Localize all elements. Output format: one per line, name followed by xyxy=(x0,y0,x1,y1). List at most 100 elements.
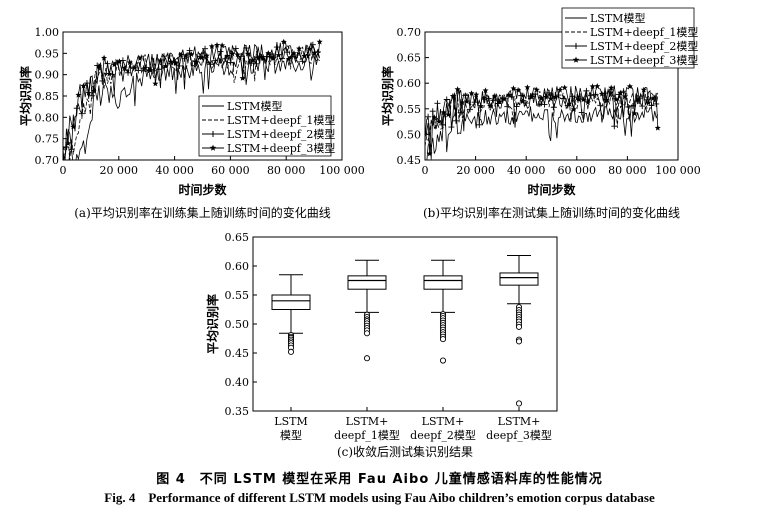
x-axis-label-b: 时间步数 xyxy=(527,182,576,197)
series-marker-b-3-84 xyxy=(552,93,559,100)
series-marker-b-3-39 xyxy=(482,87,489,94)
series-marker-b-2-77 xyxy=(541,101,548,108)
y-axis-label-a: 平均识别率 xyxy=(18,66,33,126)
series-marker-b-3-45 xyxy=(491,93,498,99)
series-marker-b-3-78 xyxy=(543,93,550,100)
legend-a: LSTM模型LSTM+deepf_1模型LSTM+deepf_2模型LSTM+d… xyxy=(198,95,335,157)
outlier-2-11 xyxy=(439,336,447,343)
series-marker-a-2-74 xyxy=(186,47,193,54)
series-marker-b-3-129 xyxy=(622,93,629,100)
series-marker-a-2-8 xyxy=(73,105,80,112)
series-marker-b-2-8 xyxy=(434,100,441,107)
series-marker-a-2-5 xyxy=(68,146,75,153)
series-marker-a-3-87 xyxy=(208,43,215,49)
series-marker-b-2-59 xyxy=(513,103,520,110)
series-marker-b-3-93 xyxy=(566,100,573,107)
series-marker-b-3-120 xyxy=(608,84,615,91)
series-marker-b-2-122 xyxy=(611,123,618,130)
y-tick-label-c-3: 0.50 xyxy=(225,318,250,331)
series-marker-b-2-23 xyxy=(457,109,464,116)
panel-b-test-curves: 0.45 0.50 0.55 0.60 0.65 0.70 0 20 000 40 000 60 … xyxy=(380,7,701,220)
series-marker-b-3-75 xyxy=(538,95,545,101)
series-marker-b-3-9 xyxy=(435,118,442,125)
series-marker-a-2-89 xyxy=(212,57,219,64)
y-tick-label-c-0: 0.35 xyxy=(225,405,250,418)
x-tick-label-c-1-line2: deepf_1模型 xyxy=(334,428,400,442)
series-marker-a-2-113 xyxy=(253,60,260,67)
series-marker-b-3-81 xyxy=(547,95,554,102)
x-tick-label-b-2: 40 000 xyxy=(507,164,546,177)
figure-caption-en-label: Fig. 4 xyxy=(104,490,136,505)
y-tick-label-b-3: 0.60 xyxy=(397,77,422,90)
series-marker-b-3-21 xyxy=(454,86,461,92)
series-line-b-0 xyxy=(426,105,659,160)
figure-caption-cn: 图 4 不同 LSTM 模型在采用 Fau Aibo 儿童情感语料库的性能情况 xyxy=(156,472,603,487)
y-tick-label-a-6: 1.00 xyxy=(35,26,60,39)
x-tick-label-c-0-line2: 模型 xyxy=(280,428,302,442)
x-tick-label-a-5: 100 000 xyxy=(319,164,365,177)
series-marker-a-2-95 xyxy=(222,55,229,62)
plot-area-b xyxy=(425,83,661,160)
series-marker-a-3-114 xyxy=(255,54,262,61)
y-tick-label-a-3: 0.85 xyxy=(35,90,60,103)
series-marker-a-2-92 xyxy=(217,48,224,55)
series-marker-a-3-147 xyxy=(311,49,318,56)
series-marker-a-2-56 xyxy=(155,66,162,73)
series-marker-a-3-24 xyxy=(101,54,108,61)
x-tick-label-a-4: 80 000 xyxy=(267,164,306,177)
series-marker-a-3-129 xyxy=(280,38,287,45)
series-marker-b-3-66 xyxy=(524,84,531,90)
series-marker-a-3-0 xyxy=(63,144,66,151)
series-marker-b-3-12 xyxy=(440,109,447,116)
y-tick-label-a-0: 0.70 xyxy=(35,154,60,167)
series-marker-b-3-54 xyxy=(505,91,512,98)
panel-caption-b: (b)平均识别率在测试集上随训练时间的变化曲线 xyxy=(423,205,680,220)
y-tick-label-b-5: 0.70 xyxy=(397,26,422,39)
panel-caption-c: (c)收敛后测试集识别结果 xyxy=(337,444,473,459)
legend-marker-a-3 xyxy=(209,144,217,151)
series-marker-b-3-69 xyxy=(529,93,536,100)
series-marker-b-3-150 xyxy=(654,124,661,131)
panel-c-boxplot: 0.35 0.40 0.45 0.50 0.55 0.60 0.65 平均识别率 LSTM模型 L… xyxy=(205,231,558,459)
series-marker-a-3-54 xyxy=(152,80,159,87)
box-iqr-3 xyxy=(499,272,539,286)
series-marker-a-3-66 xyxy=(172,60,179,66)
y-tick-label-b-2: 0.55 xyxy=(397,103,422,116)
legend-label-b-2: LSTM+deepf_2模型 xyxy=(590,39,698,53)
series-marker-b-3-0 xyxy=(425,130,428,137)
series-marker-b-2-53 xyxy=(504,103,511,110)
series-marker-b-2-14 xyxy=(443,96,450,103)
legend-label-a-1: LSTM+deepf_1模型 xyxy=(227,113,335,127)
series-marker-b-3-57 xyxy=(510,85,517,92)
x-tick-label-a-0: 0 xyxy=(60,164,67,177)
x-tick-label-b-4: 80 000 xyxy=(608,164,647,177)
series-marker-a-3-30 xyxy=(111,61,118,68)
series-marker-b-2-113 xyxy=(597,102,604,109)
series-marker-a-3-21 xyxy=(95,63,102,69)
series-marker-b-3-48 xyxy=(496,98,503,105)
series-marker-b-2-35 xyxy=(476,121,483,128)
y-tick-label-a-4: 0.90 xyxy=(35,69,60,82)
legend-marker-a-2 xyxy=(210,131,216,137)
series-marker-a-2-119 xyxy=(263,53,270,60)
series-marker-b-3-135 xyxy=(631,110,638,116)
x-tick-label-b-0: 0 xyxy=(422,164,429,177)
box-iqr-1 xyxy=(347,275,387,290)
legend-label-a-0: LSTM模型 xyxy=(227,99,282,113)
series-marker-a-2-68 xyxy=(176,62,183,69)
series-marker-a-3-45 xyxy=(137,55,143,61)
series-marker-a-3-96 xyxy=(224,52,231,59)
panel-a-training-curves: 0.70 0.75 0.80 0.85 0.90 0.95 1.00 0 20 000 40 00… xyxy=(18,26,365,220)
series-marker-a-3-36 xyxy=(121,65,128,71)
series-marker-b-3-72 xyxy=(533,86,540,93)
series-line-b-2 xyxy=(425,88,659,160)
series-marker-b-2-134 xyxy=(629,102,636,109)
legend-marker-b-2 xyxy=(573,43,579,49)
series-marker-a-3-105 xyxy=(239,75,246,81)
x-tick-label-a-2: 40 000 xyxy=(155,164,194,177)
y-tick-label-c-1: 0.40 xyxy=(225,376,250,389)
series-marker-a-3-39 xyxy=(126,59,133,66)
series-marker-b-3-42 xyxy=(487,102,494,109)
series-marker-a-3-135 xyxy=(291,50,298,56)
